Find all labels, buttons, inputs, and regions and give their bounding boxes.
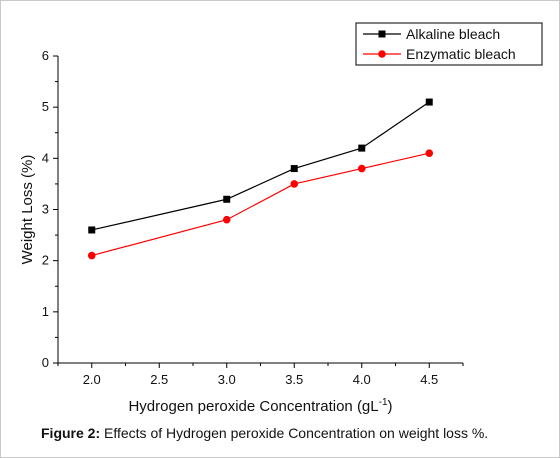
- line-chart: 0 1 2 3 4 5 6 2.0 2.5 3.0 3.5 4.0 4.5 Hydrogen peroxi…: [19, 22, 543, 415]
- data-point-square: [425, 98, 433, 106]
- legend-marker-square: [378, 30, 386, 38]
- series-line-2: [91, 152, 430, 257]
- data-point-circle: [357, 164, 366, 173]
- figure-caption: Figure 2: Effects of Hydrogen peroxide C…: [41, 425, 488, 441]
- x-tick-label: 3.5: [285, 372, 303, 387]
- y-tick-label: 0: [42, 355, 49, 370]
- data-point-square: [223, 195, 231, 203]
- data-point-square: [88, 226, 96, 234]
- x-tick-label: 3.0: [218, 372, 236, 387]
- y-tick-label: 4: [42, 150, 49, 165]
- legend-box: [355, 22, 543, 66]
- series-line-1: [91, 101, 430, 231]
- data-point-circle: [290, 180, 299, 188]
- legend-label: Alkaline bleach: [406, 26, 500, 42]
- x-axis-title: Hydrogen peroxide Concentration (gL-1): [128, 397, 392, 415]
- data-point-square: [358, 144, 366, 152]
- x-tick-label: 4.5: [420, 372, 438, 387]
- y-tick-label: 3: [42, 202, 49, 217]
- caption-label: Figure 2:: [41, 425, 101, 441]
- data-point-circle: [222, 215, 231, 224]
- data-point-square: [290, 165, 298, 173]
- x-tick-label: 2.0: [83, 372, 101, 387]
- y-axis-title: Weight Loss (%): [19, 155, 36, 265]
- data-point-circle: [425, 149, 434, 158]
- x-tick-label: 4.0: [353, 372, 371, 387]
- data-point-circle: [87, 251, 96, 260]
- caption-text: Effects of Hydrogen peroxide Concentrati…: [100, 425, 489, 441]
- y-tick-label: 6: [42, 48, 49, 63]
- y-tick-label: 2: [42, 253, 49, 268]
- y-tick-label: 5: [42, 99, 49, 114]
- x-tick-label: 2.5: [150, 372, 168, 387]
- legend-marker-circle: [378, 50, 386, 58]
- legend-label: Enzymatic bleach: [406, 46, 516, 62]
- y-tick-label: 1: [42, 304, 49, 319]
